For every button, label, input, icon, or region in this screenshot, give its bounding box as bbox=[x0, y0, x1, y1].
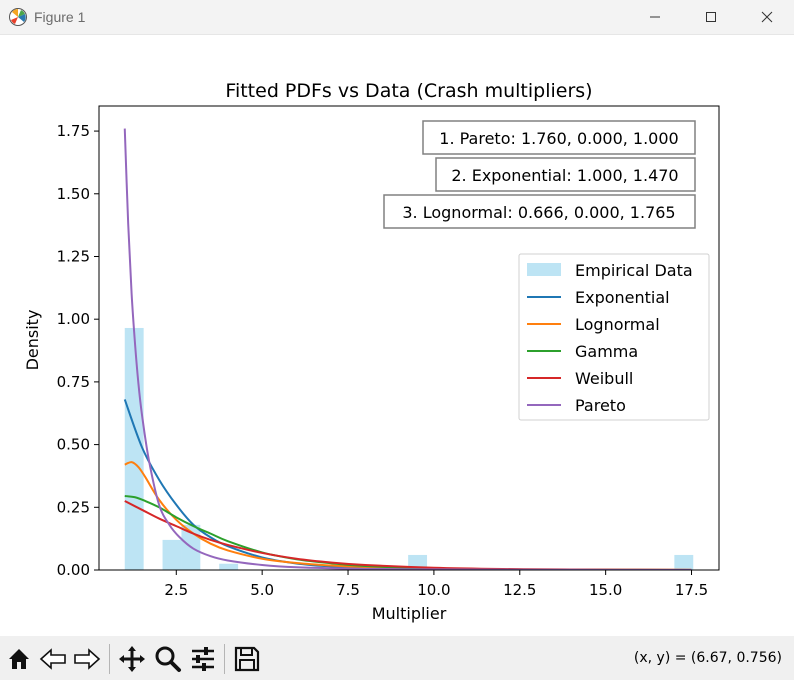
configure-subplots-icon bbox=[192, 647, 214, 671]
x-axis-label: Multiplier bbox=[372, 604, 447, 623]
x-tick-label: 15.0 bbox=[589, 581, 622, 599]
configure-subplots-button[interactable] bbox=[188, 644, 218, 674]
maximize-button[interactable] bbox=[682, 0, 740, 34]
x-tick-label: 7.5 bbox=[336, 581, 360, 599]
pan-button[interactable] bbox=[117, 644, 147, 674]
y-tick-label: 1.00 bbox=[57, 310, 90, 328]
y-tick-label: 1.50 bbox=[57, 185, 90, 203]
legend-label-exponential: Exponential bbox=[575, 288, 670, 307]
y-tick-label: 0.00 bbox=[57, 561, 90, 579]
figure-canvas[interactable]: Fitted PDFs vs Data (Crash multipliers) … bbox=[0, 35, 794, 635]
save-icon bbox=[234, 646, 260, 672]
histogram-bar-5 bbox=[674, 554, 694, 570]
legend-label-empirical: Empirical Data bbox=[575, 261, 693, 280]
back-icon bbox=[39, 648, 66, 670]
x-tick-label: 17.5 bbox=[675, 581, 708, 599]
cursor-coordinates: (x, y) = (6.67, 0.756) bbox=[633, 650, 782, 666]
plot-frame bbox=[98, 105, 720, 571]
x-tick-label: 10.0 bbox=[417, 581, 450, 599]
x-tick-label: 5.0 bbox=[250, 581, 274, 599]
zoom-icon bbox=[155, 646, 181, 672]
zoom-button[interactable] bbox=[153, 644, 183, 674]
y-tick-label: 1.25 bbox=[57, 247, 90, 265]
legend-label-pareto: Pareto bbox=[575, 396, 626, 415]
y-tick-label: 0.50 bbox=[57, 436, 90, 454]
annotation-lognormal: 3. Lognormal: 0.666, 0.000, 1.765 bbox=[383, 194, 696, 229]
series-line-exponential bbox=[123, 399, 692, 570]
annotation-pareto: 1. Pareto: 1.760, 0.000, 1.000 bbox=[422, 120, 696, 155]
annotation-exponential: 2. Exponential: 1.000, 1.470 bbox=[435, 157, 696, 192]
histogram-bar-3 bbox=[219, 563, 239, 570]
window-titlebar: Figure 1 bbox=[0, 0, 794, 35]
chart-title: Fitted PDFs vs Data (Crash multipliers) bbox=[225, 80, 592, 102]
y-tick-label: 1.75 bbox=[57, 122, 90, 140]
x-tick-label: 2.5 bbox=[164, 581, 188, 599]
y-tick-label: 0.25 bbox=[57, 498, 90, 516]
x-tick-label: 12.5 bbox=[503, 581, 536, 599]
histogram-bar-1 bbox=[162, 539, 182, 570]
minimize-icon bbox=[650, 16, 660, 18]
toolbar-separator bbox=[109, 644, 110, 674]
save-button[interactable] bbox=[232, 644, 262, 674]
minimize-button[interactable] bbox=[626, 0, 684, 34]
legend-label-weibull: Weibull bbox=[575, 369, 633, 388]
y-axis-label: Density bbox=[23, 310, 42, 371]
navigation-toolbar: (x, y) = (6.67, 0.756) bbox=[0, 636, 794, 680]
histogram-bar-0 bbox=[124, 327, 144, 570]
legend-label-lognormal: Lognormal bbox=[575, 315, 660, 334]
legend-swatch-empirical bbox=[527, 263, 561, 276]
annotation-exponential-text: 2. Exponential: 1.000, 1.470 bbox=[451, 166, 678, 185]
close-icon bbox=[761, 11, 773, 23]
window-title: Figure 1 bbox=[34, 9, 86, 25]
forward-button[interactable] bbox=[72, 644, 102, 674]
annotation-lognormal-text: 3. Lognormal: 0.666, 0.000, 1.765 bbox=[402, 203, 675, 222]
annotation-pareto-text: 1. Pareto: 1.760, 0.000, 1.000 bbox=[439, 129, 678, 148]
forward-icon bbox=[74, 648, 101, 670]
close-button[interactable] bbox=[738, 0, 794, 34]
home-icon bbox=[9, 649, 29, 669]
chart: Fitted PDFs vs Data (Crash multipliers) … bbox=[23, 80, 720, 623]
series-line-pareto bbox=[123, 128, 692, 570]
pan-icon bbox=[119, 646, 145, 672]
home-button[interactable] bbox=[4, 644, 34, 674]
back-button[interactable] bbox=[38, 644, 68, 674]
toolbar-separator bbox=[224, 644, 225, 674]
y-tick-label: 0.75 bbox=[57, 373, 90, 391]
legend: Empirical Data Exponential Lognormal Gamma… bbox=[518, 253, 710, 421]
matplotlib-logo-icon bbox=[9, 8, 27, 26]
series-line-lognormal bbox=[124, 461, 692, 570]
legend-label-gamma: Gamma bbox=[575, 342, 638, 361]
maximize-icon bbox=[706, 12, 716, 22]
